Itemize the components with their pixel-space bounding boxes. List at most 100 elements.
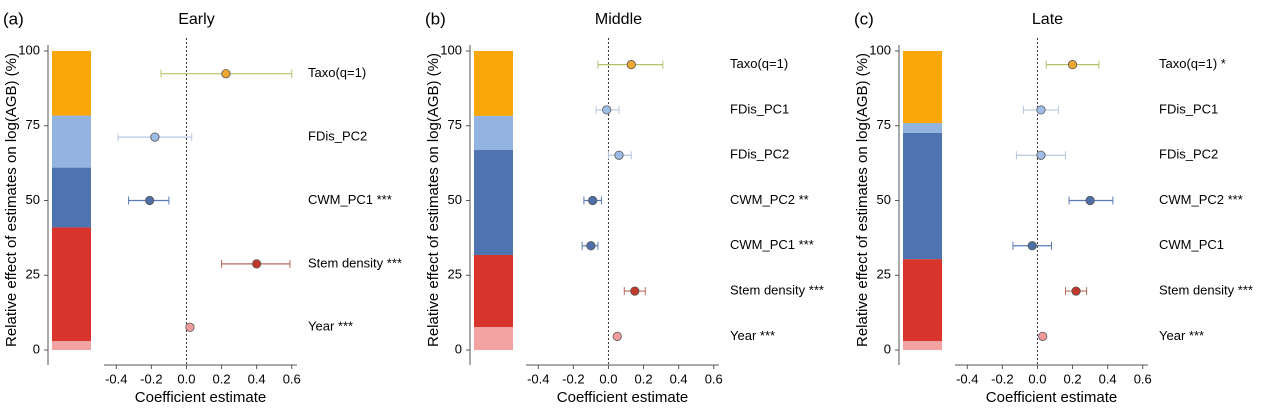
chart-title: Late — [1032, 11, 1063, 28]
y-tick-label: 75 — [448, 117, 462, 132]
y-tick-label: 100 — [440, 42, 462, 57]
share-segment — [52, 341, 91, 351]
panel-label: (b) — [425, 9, 446, 28]
y-tick-label: 25 — [448, 267, 462, 282]
estimate-point — [145, 195, 155, 206]
x-tick-label: 0.6 — [705, 371, 723, 386]
x-tick-label: 0.6 — [283, 371, 301, 386]
x-tick-label: -0.2 — [562, 371, 584, 386]
y-tick-label: 75 — [26, 117, 40, 132]
estimate-point — [586, 241, 596, 251]
share-segment — [474, 327, 513, 351]
share-segment — [903, 259, 942, 342]
x-axis-label: Coefficient estimate — [557, 389, 688, 406]
term-label: Year *** — [730, 328, 775, 343]
x-tick-label: -0.4 — [105, 371, 127, 386]
x-tick-label: -0.2 — [140, 371, 162, 386]
estimate-point — [1071, 286, 1081, 296]
estimate-point — [626, 60, 636, 70]
x-tick-label: 0.0 — [599, 371, 617, 386]
x-tick-label: 0.2 — [1064, 371, 1082, 386]
term-label: CWM_PC1 *** — [308, 192, 392, 207]
x-tick-label: -0.4 — [956, 371, 978, 386]
estimate-point — [630, 286, 640, 296]
panel-label: (c) — [854, 9, 874, 28]
estimate-point — [221, 69, 231, 79]
estimate-point — [1085, 195, 1095, 206]
term-label: Taxo(q=1) — [730, 56, 788, 71]
term-label: Taxo(q=1) — [308, 65, 366, 80]
y-tick-label: 75 — [877, 117, 891, 132]
term-label: Stem density *** — [1159, 283, 1253, 298]
term-label: Year *** — [308, 319, 353, 334]
share-segment — [903, 123, 942, 133]
share-segment — [52, 227, 91, 342]
y-tick-label: 0 — [884, 341, 891, 356]
estimate-point — [1036, 150, 1046, 160]
y-tick-label: 50 — [448, 192, 462, 207]
x-tick-label: -0.4 — [527, 371, 549, 386]
term-label: Stem density *** — [308, 255, 402, 270]
estimate-point — [1036, 105, 1046, 115]
estimate-point — [185, 322, 195, 332]
y-tick-label: 25 — [877, 267, 891, 282]
chart-title: Middle — [595, 11, 642, 28]
share-segment — [474, 50, 513, 116]
x-tick-label: 0.0 — [1028, 371, 1046, 386]
y-tick-label: 50 — [877, 192, 891, 207]
term-label: FDis_PC2 — [730, 147, 789, 162]
y-tick-label: 0 — [455, 341, 462, 356]
panel-label: (a) — [3, 9, 24, 28]
x-tick-label: 0.2 — [635, 371, 653, 386]
estimate-point — [1038, 331, 1048, 341]
term-label: FDis_PC2 — [308, 129, 367, 144]
term-label: Year *** — [1159, 328, 1204, 343]
x-tick-label: 0.4 — [248, 371, 266, 386]
term-label: CWM_PC1 *** — [730, 237, 814, 252]
share-segment — [52, 50, 91, 116]
x-tick-label: 0.6 — [1134, 371, 1152, 386]
term-label: Stem density *** — [730, 283, 824, 298]
term-label: CWM_PC1 — [1159, 237, 1224, 252]
term-label: CWM_PC2 ** — [730, 192, 809, 207]
y-axis-label: Relative effect of estimates on log(AGB)… — [3, 53, 20, 347]
share-segment — [474, 115, 513, 150]
estimate-point — [1067, 60, 1078, 70]
share-segment — [903, 341, 942, 351]
estimate-point — [588, 195, 598, 206]
estimate-point — [612, 331, 622, 341]
x-tick-label: 0.4 — [670, 371, 688, 386]
share-segment — [52, 115, 91, 168]
term-label: FDis_PC1 — [730, 101, 789, 116]
y-tick-label: 0 — [33, 341, 40, 356]
x-tick-label: 0.4 — [1099, 371, 1117, 386]
estimate-point — [252, 259, 262, 269]
term-label: FDis_PC2 — [1159, 147, 1218, 162]
y-axis-label: Relative effect of estimates on log(AGB)… — [425, 53, 442, 347]
y-tick-label: 50 — [26, 192, 40, 207]
chart-title: Early — [178, 11, 214, 28]
x-axis-label: Coefficient estimate — [986, 389, 1117, 406]
estimate-point — [150, 132, 160, 142]
share-segment — [903, 50, 942, 124]
y-tick-label: 100 — [869, 42, 891, 57]
share-segment — [903, 132, 942, 260]
x-tick-label: 0.2 — [213, 371, 231, 386]
x-tick-label: -0.2 — [991, 371, 1013, 386]
term-label: Taxo(q=1) * — [1159, 56, 1226, 71]
estimate-point — [602, 105, 612, 115]
x-axis-label: Coefficient estimate — [135, 389, 266, 406]
term-label: FDis_PC1 — [1159, 101, 1218, 116]
y-tick-label: 100 — [18, 42, 40, 57]
share-segment — [474, 254, 513, 328]
share-segment — [52, 167, 91, 228]
share-segment — [474, 149, 513, 255]
estimate-point — [614, 150, 624, 160]
y-axis-label: Relative effect of estimates on log(AGB)… — [854, 53, 871, 347]
estimate-point — [1027, 241, 1037, 251]
x-tick-label: 0.0 — [177, 371, 195, 386]
